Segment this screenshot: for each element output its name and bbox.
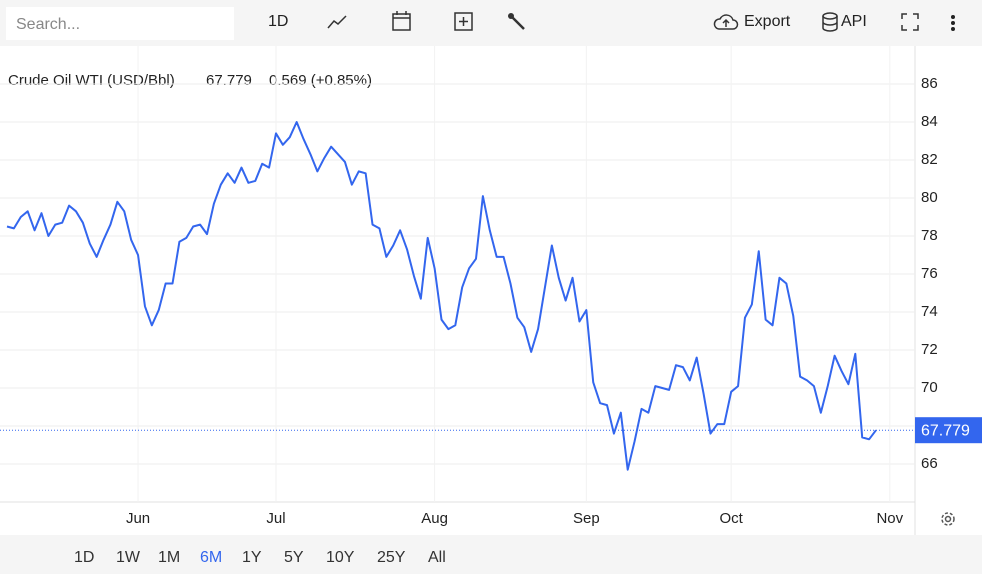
chart-type-icon[interactable]: [326, 12, 348, 32]
y-tick-label: 80: [921, 189, 938, 206]
api-icon[interactable]: [821, 12, 839, 34]
search-box[interactable]: Search...: [6, 7, 234, 40]
x-tick-label: Jul: [266, 510, 285, 527]
x-tick-label: Oct: [719, 510, 743, 527]
price-line: [6, 121, 877, 471]
y-tick-label: 74: [921, 303, 938, 320]
calendar-icon[interactable]: [391, 10, 413, 32]
range-button[interactable]: 10Y: [326, 549, 355, 566]
add-indicator-icon[interactable]: [453, 11, 475, 33]
last-price-box: [915, 417, 982, 444]
x-tick-label: Aug: [421, 510, 448, 527]
range-button[interactable]: 1Y: [242, 549, 262, 566]
api-button[interactable]: API: [841, 13, 867, 30]
chart: Crude Oil WTI (USD/Bbl) 67.779 0.569 (+0…: [0, 46, 982, 535]
x-tick-label: Sep: [573, 510, 600, 527]
toolbar: Search... 1D Export API: [0, 0, 982, 46]
export-button[interactable]: Export: [744, 13, 791, 30]
export-icon[interactable]: [713, 12, 741, 34]
y-tick-label: 72: [921, 341, 938, 358]
y-tick-label: 70: [921, 379, 938, 396]
price: 67.779: [206, 72, 252, 89]
range-button[interactable]: 5Y: [284, 549, 304, 566]
fullscreen-icon[interactable]: [900, 12, 920, 32]
y-tick-label: 66: [921, 455, 938, 472]
y-tick-label: 78: [921, 227, 938, 244]
x-tick-label: Jun: [126, 510, 150, 527]
range-selector: 1D 1W 1M 6M 1Y 5Y 10Y 25Y All: [0, 535, 982, 574]
range-button[interactable]: 1M: [158, 549, 181, 566]
range-button[interactable]: All: [428, 549, 446, 566]
range-button[interactable]: 6M: [200, 549, 223, 566]
range-button[interactable]: 1D: [74, 549, 95, 566]
last-price-label: 67.779: [921, 422, 970, 439]
x-tick-label: Nov: [876, 510, 903, 527]
settings-icon[interactable]: [938, 509, 958, 529]
y-tick-label: 76: [921, 265, 938, 282]
price-change: 0.569 (+0.85%): [269, 72, 372, 89]
range-button[interactable]: 1W: [116, 549, 140, 566]
range-button[interactable]: 25Y: [377, 549, 406, 566]
chart-title: Crude Oil WTI (USD/Bbl): [8, 72, 175, 89]
more-icon[interactable]: [948, 12, 958, 34]
y-tick-label: 82: [921, 151, 938, 168]
settings-wrench-icon[interactable]: [507, 12, 529, 34]
interval-button[interactable]: 1D: [268, 13, 289, 30]
y-tick-label: 86: [921, 75, 938, 92]
y-tick-label: 84: [921, 113, 938, 130]
